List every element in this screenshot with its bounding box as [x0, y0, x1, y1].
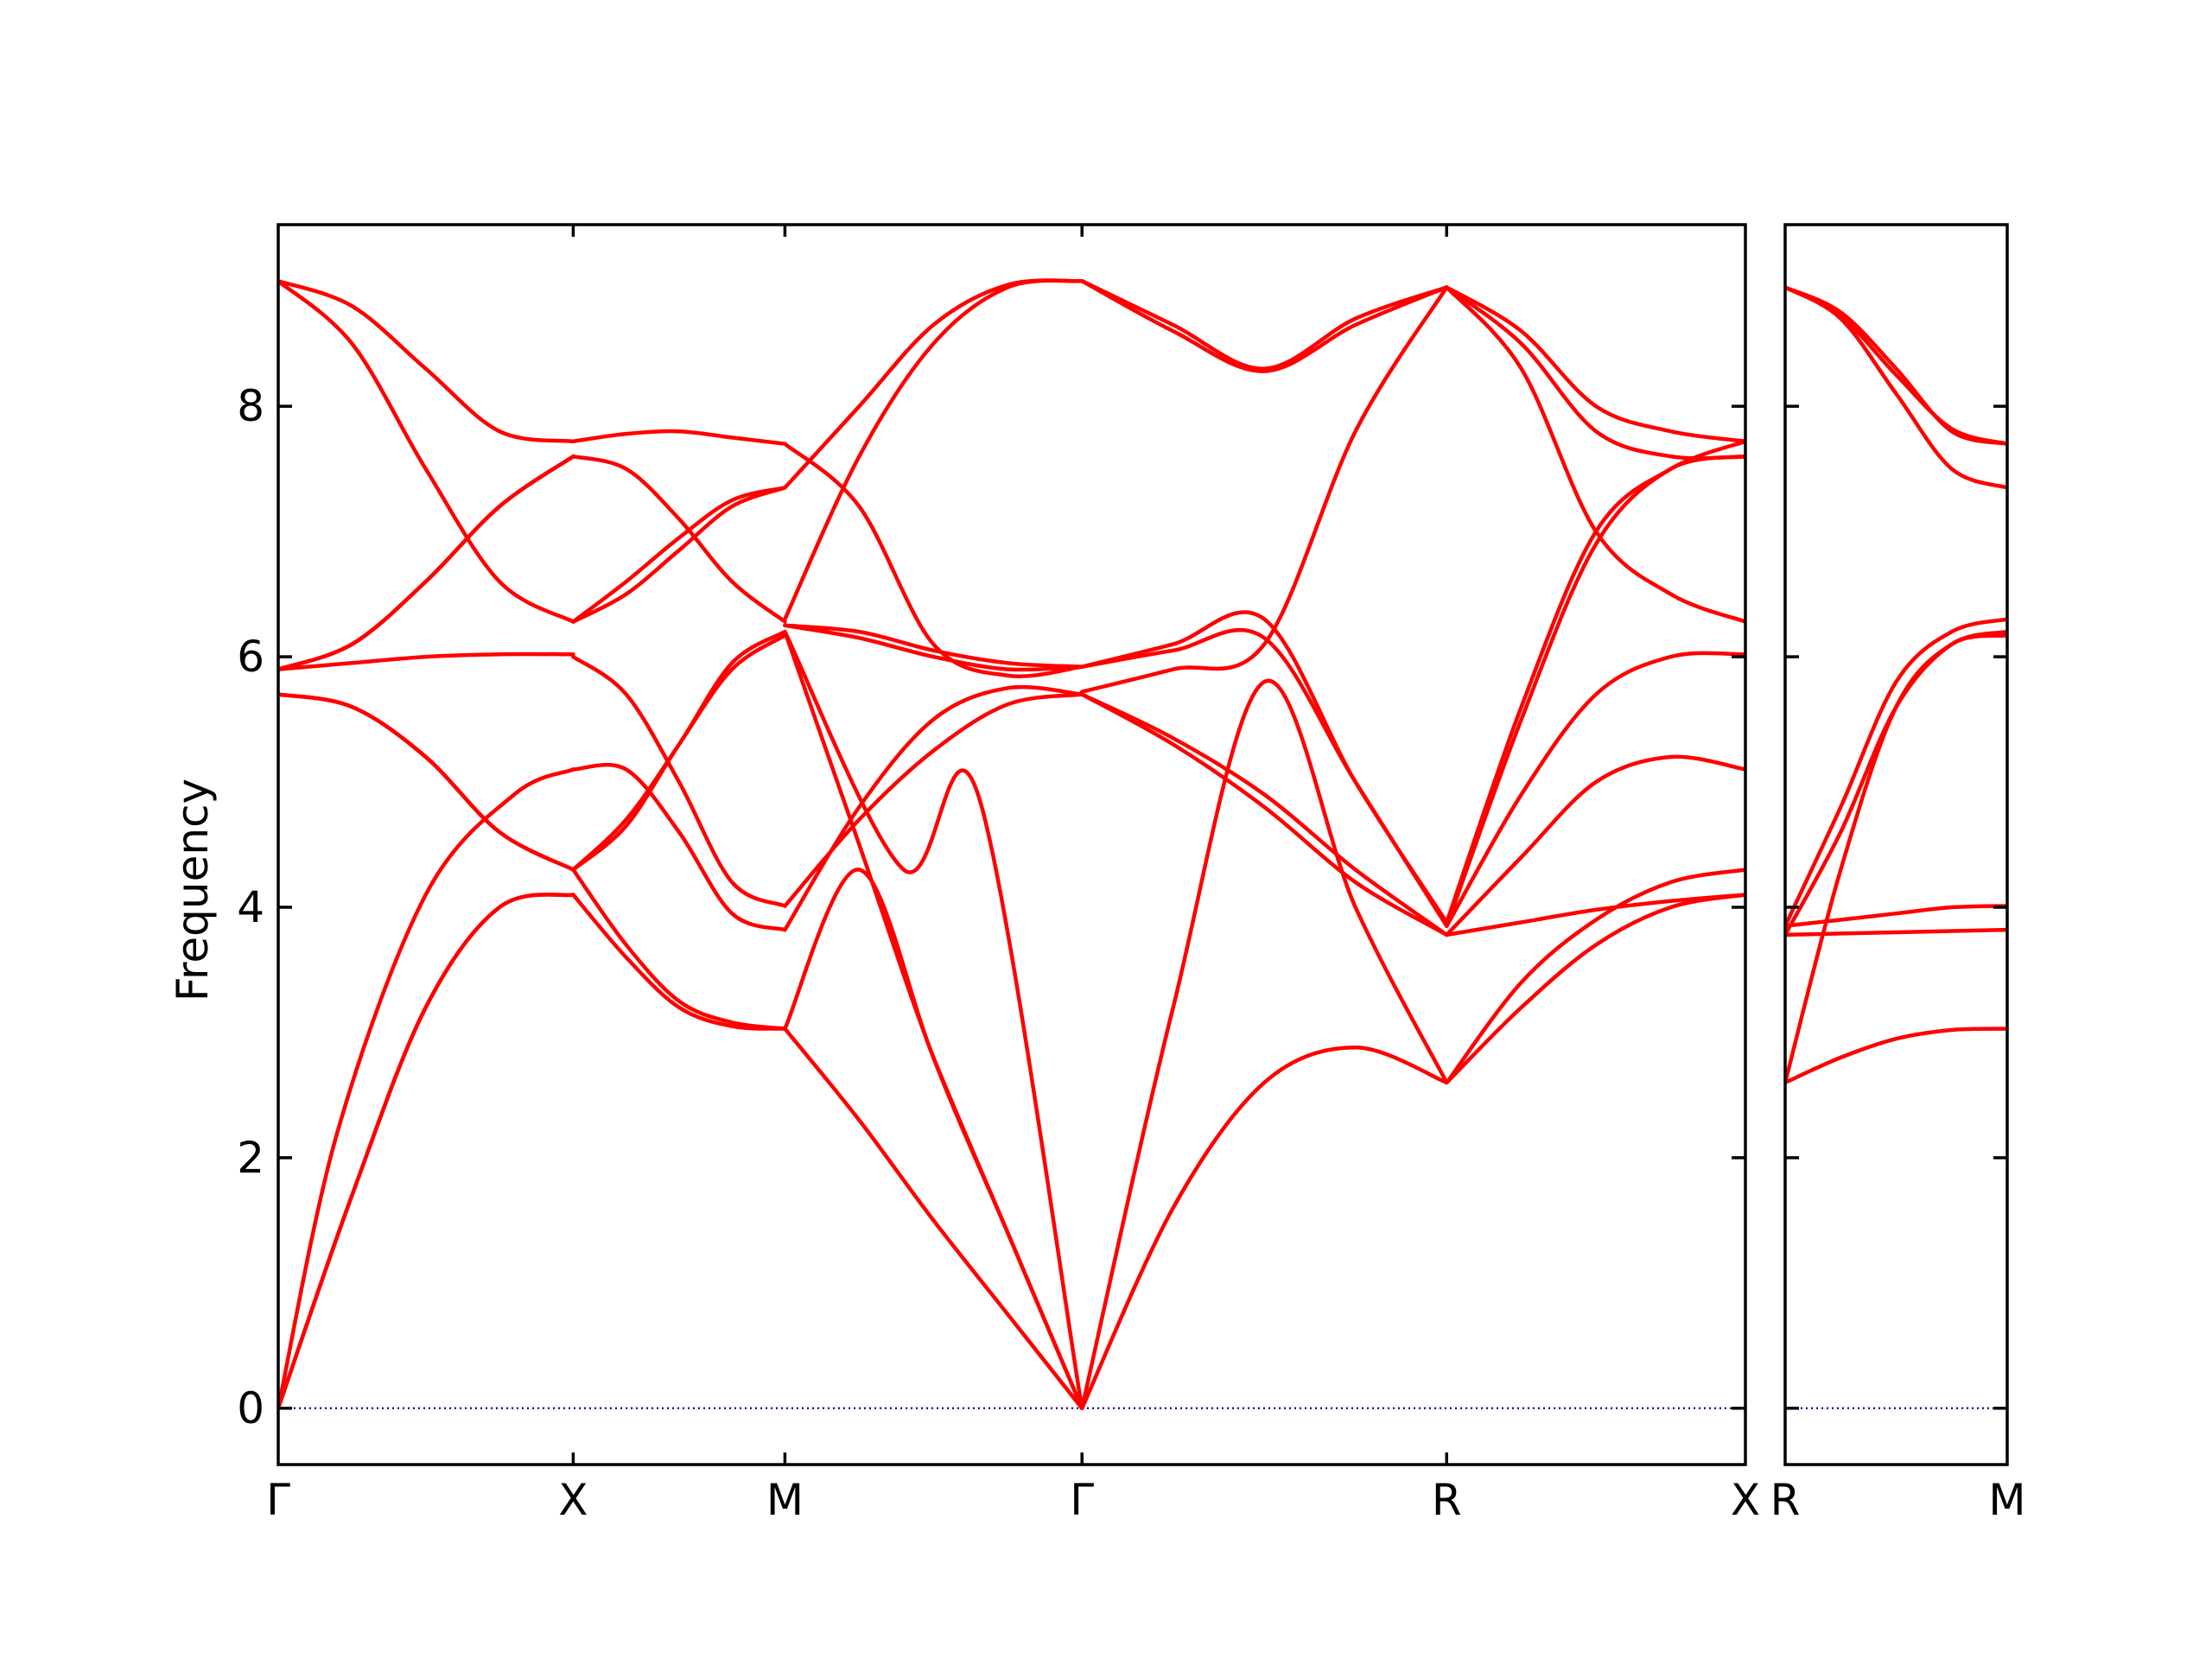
band-line-p1-s3-b8: [783, 623, 1084, 669]
band-line-p1-s1-b9: [278, 278, 575, 444]
x-tick-label: M: [766, 1475, 804, 1525]
band-line-p1-s3-b10: [783, 278, 1084, 490]
band-line-p1-s2-b6: [571, 633, 787, 872]
band-line-p2-s1-b9: [1785, 285, 2007, 446]
bands-layer: [278, 278, 2007, 1411]
band-line-p1-s2-b7: [571, 486, 787, 624]
band-line-p1-s5-b1: [1445, 893, 1745, 1085]
band-line-p1-s2-b2: [571, 868, 787, 1031]
band-line-p1-s1-b7: [278, 454, 575, 671]
x-tick-label: M: [1988, 1475, 2025, 1525]
panel-2-bands: [1785, 285, 2007, 1409]
y-tick-label: 2: [237, 1133, 264, 1183]
x-tick-label: R: [1432, 1475, 1462, 1525]
band-line-p1-s2-b8: [571, 486, 787, 624]
band-line-p1-s5-b4: [1445, 754, 1745, 938]
band-line-p1-s3-b7: [783, 623, 1084, 672]
band-line-p1-s4-b9: [1079, 285, 1449, 694]
band-line-p1-s4-b1: [1079, 1046, 1449, 1411]
panel-2-frame: [1783, 223, 2009, 1466]
band-line-p1-s5-b2: [1445, 868, 1745, 1085]
band-line-p1-s3-b1: [783, 1027, 1084, 1411]
y-axis-title: Frequency: [168, 779, 218, 1001]
x-tick-label: Γ: [1070, 1475, 1094, 1525]
band-line-p1-s1-b5: [278, 692, 575, 872]
band-line-p1-s2-b10: [571, 429, 787, 446]
band-line-p1-s2-b9: [571, 454, 787, 624]
band-line-p1-s5-b5: [1445, 651, 1745, 928]
band-line-p2-s1-b7: [1785, 285, 2007, 490]
band-line-p1-s5-b6: [1445, 454, 1745, 928]
band-line-p1-s3-b2: [783, 868, 1084, 1411]
band-line-p2-s1-b4: [1785, 904, 2007, 928]
band-line-p1-s2-b1: [571, 893, 787, 1031]
panel-1-frame: [276, 223, 1747, 1466]
band-line-p1-s4-b4: [1079, 692, 1449, 938]
x-tick-label: R: [1770, 1475, 1801, 1525]
band-line-p1-s1-b10: [278, 278, 575, 624]
band-line-p1-s4-b2: [1079, 678, 1449, 1411]
band-line-p1-s3-b11: [783, 278, 1084, 621]
band-line-p1-s1-b6: [278, 652, 575, 671]
band-line-p1-s5-b7: [1445, 439, 1745, 925]
band-line-p1-s4-b6: [1079, 627, 1449, 928]
band-line-p1-s4-b3: [1079, 692, 1449, 938]
band-line-p2-s1-b1: [1785, 1027, 2007, 1085]
band-line-p1-s2-b3: [571, 762, 787, 932]
band-line-p1-s1-b3: [278, 767, 575, 1411]
y-tick-label: 0: [237, 1383, 264, 1433]
y-tick-label: 6: [237, 632, 264, 682]
band-line-p1-s5-b10: [1445, 285, 1745, 444]
band-line-p1-s5-b9: [1445, 285, 1745, 461]
y-tick-label: 8: [237, 381, 264, 431]
x-tick-label: X: [558, 1475, 588, 1525]
band-line-p1-s5-b3: [1445, 893, 1745, 938]
x-tick-label: Γ: [266, 1475, 290, 1525]
band-line-p2-s1-b6: [1785, 617, 2007, 928]
band-line-p1-s5-b8: [1445, 285, 1745, 624]
band-line-p2-s1-b3: [1785, 927, 2007, 938]
y-tick-label: 4: [237, 882, 264, 932]
x-tick-label: X: [1731, 1475, 1760, 1525]
band-line-p1-s1-b1: [278, 893, 575, 1411]
band-line-p1-s2-b4: [571, 654, 787, 908]
panel-1-bands: [278, 278, 1745, 1411]
band-line-p2-s1-b5: [1785, 629, 2007, 938]
band-line-p1-s3-b4: [783, 629, 1084, 1411]
band-line-p1-s1-b8: [278, 454, 575, 671]
band-line-p2-s1-b8: [1785, 285, 2007, 446]
band-line-p1-s4-b7: [1079, 278, 1449, 371]
band-line-p1-s3-b3: [783, 629, 1084, 1411]
band-line-p1-s3-b6: [783, 692, 1084, 908]
band-line-p1-s3-b5: [783, 684, 1084, 932]
band-line-p1-s3-b9: [783, 442, 1084, 678]
band-line-p1-s4-b8: [1079, 278, 1449, 373]
band-line-p1-s1-b2: [278, 893, 575, 1411]
band-line-p1-s1-b4: [278, 692, 575, 872]
